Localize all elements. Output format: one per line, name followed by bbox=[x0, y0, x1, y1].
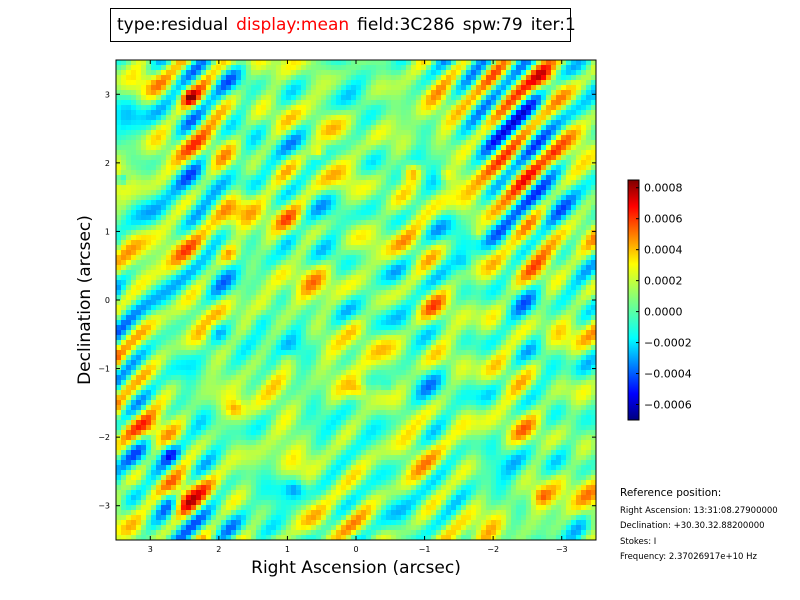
x-axis-label: Right Ascension (arcsec) bbox=[251, 558, 461, 578]
y-tick-label: −2 bbox=[98, 433, 110, 442]
plot-title: type:residual display:mean field:3C286 s… bbox=[110, 8, 576, 42]
x-tick-label: −3 bbox=[556, 545, 568, 554]
title-iter: iter:1 bbox=[530, 15, 576, 35]
colorbar-tick-label: −0.0004 bbox=[644, 368, 692, 381]
y-axis-label: Declination (arcsec) bbox=[75, 215, 95, 385]
title-type: type:residual bbox=[117, 15, 229, 35]
colorbar-tick-label: 0.0002 bbox=[644, 275, 683, 288]
y-tick-label: −3 bbox=[98, 502, 110, 511]
x-tick-label: −2 bbox=[487, 545, 499, 554]
x-tick-label: 3 bbox=[148, 545, 153, 554]
title-display: display:mean bbox=[236, 15, 350, 35]
x-tick-label: 1 bbox=[285, 545, 290, 554]
colorbar-tick-label: 0.0008 bbox=[644, 182, 683, 195]
reference-info: Reference position: Right Ascension: 13:… bbox=[620, 486, 778, 566]
reference-ra: Right Ascension: 13:31:08.27900000 bbox=[620, 505, 778, 516]
x-tick-label: −1 bbox=[419, 545, 431, 554]
reference-dec: Declination: +30.30.32.88200000 bbox=[620, 521, 765, 531]
title-spw: spw:79 bbox=[462, 15, 523, 35]
colorbar-tick-label: 0.0000 bbox=[644, 306, 683, 319]
y-tick-label: −1 bbox=[98, 365, 110, 374]
x-tick-label: 0 bbox=[353, 545, 358, 554]
heatmap-image[interactable] bbox=[116, 60, 597, 541]
colorbar bbox=[627, 179, 640, 421]
colorbar-tick-label: −0.0006 bbox=[644, 399, 692, 412]
colorbar-axis: 0.0008 0.0006 0.0004 0.0002 0.0000 −0.0002 −0.… bbox=[636, 182, 692, 412]
title-field: field:3C286 bbox=[357, 15, 455, 35]
y-axis: 3 2 1 0 −1 −2 −3 bbox=[98, 90, 596, 511]
reference-heading: Reference position: bbox=[620, 487, 722, 499]
colorbar-tick-label: 0.0006 bbox=[644, 213, 683, 226]
x-tick-label: 2 bbox=[216, 545, 221, 554]
colorbar-tick-label: −0.0002 bbox=[644, 337, 692, 350]
y-tick-label: 0 bbox=[105, 296, 110, 305]
y-tick-label: 1 bbox=[105, 227, 110, 236]
x-axis: 3 2 1 0 −1 −2 −3 bbox=[148, 60, 568, 554]
reference-frequency: Frequency: 2.37026917e+10 Hz bbox=[620, 552, 757, 562]
y-tick-label: 2 bbox=[105, 159, 110, 168]
y-tick-label: 3 bbox=[105, 90, 110, 99]
colorbar-tick-label: 0.0004 bbox=[644, 244, 683, 257]
reference-stokes: Stokes: I bbox=[620, 536, 657, 547]
